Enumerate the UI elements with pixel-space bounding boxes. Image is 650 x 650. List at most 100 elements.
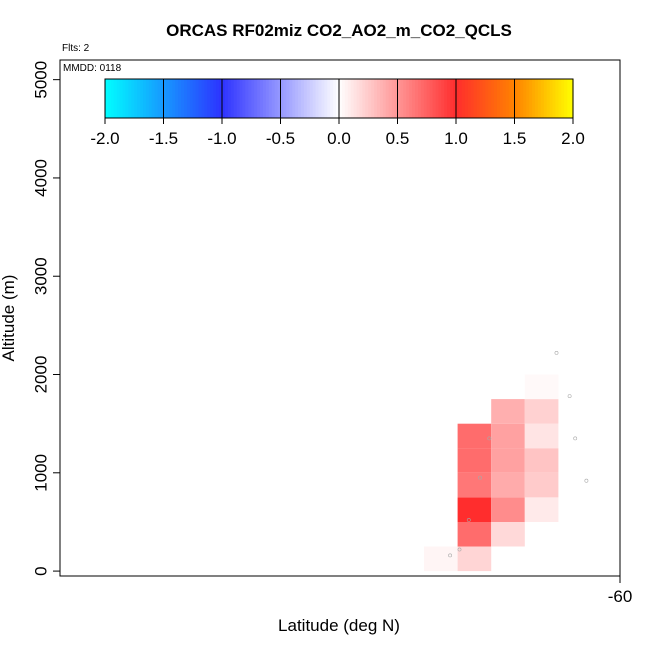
colorbar-swatch-72 — [315, 79, 320, 118]
heatmap-cell-12 — [491, 399, 525, 424]
heatmap-cell-9 — [491, 472, 525, 498]
colorbar-swatch-14 — [145, 79, 150, 118]
x-tick-label-0: -60 — [608, 587, 633, 606]
colorbar-swatch-116 — [444, 79, 448, 118]
x-axis-label: Latitude (deg N) — [278, 616, 400, 635]
colorbar-swatch-67 — [300, 79, 305, 118]
colorbar-swatch-58 — [274, 79, 279, 118]
colorbar-swatch-148 — [537, 79, 542, 118]
colorbar-swatch-115 — [441, 79, 445, 118]
colorbar-swatch-63 — [289, 79, 293, 118]
colorbar-swatch-6 — [122, 79, 127, 118]
colorbar-swatch-92 — [374, 79, 378, 118]
colorbar-swatch-134 — [496, 79, 501, 118]
colorbar-swatch-150 — [543, 79, 548, 118]
colorbar-gradient — [104, 78, 574, 119]
colorbar-swatch-4 — [116, 79, 121, 118]
colorbar-swatch-30 — [192, 79, 197, 118]
heatmap-cell-0 — [424, 546, 458, 572]
colorbar-tick-label-6: 1.0 — [444, 129, 468, 148]
colorbar-swatch-20 — [163, 79, 168, 118]
colorbar-swatch-109 — [423, 79, 428, 118]
colorbar-swatch-59 — [277, 79, 282, 118]
colorbar-swatch-60 — [280, 79, 285, 118]
colorbar-swatch-82 — [344, 79, 349, 118]
heatmap-cell-7 — [491, 521, 525, 547]
colorbar-swatch-17 — [154, 79, 159, 118]
colorbar-swatch-81 — [341, 79, 346, 118]
sample-point-5 — [554, 350, 559, 355]
colorbar: -2.0 -1.5 -1.0 -0.5 0.0 0.5 1.0 1.5 2.0 — [90, 78, 585, 148]
colorbar-swatch-70 — [309, 79, 314, 118]
sample-point-0 — [448, 553, 453, 558]
colorbar-swatch-139 — [511, 79, 516, 118]
colorbar-swatch-106 — [415, 79, 419, 118]
colorbar-swatch-101 — [400, 79, 404, 118]
colorbar-swatch-48 — [245, 79, 249, 118]
colorbar-swatch-132 — [491, 79, 495, 118]
sample-point-8 — [584, 478, 589, 483]
colorbar-swatch-147 — [534, 79, 539, 118]
colorbar-swatch-34 — [204, 79, 208, 118]
colorbar-swatch-37 — [213, 79, 217, 118]
colorbar-swatch-91 — [371, 79, 375, 118]
colorbar-swatch-36 — [210, 79, 214, 118]
colorbar-swatch-96 — [385, 79, 390, 118]
colorbar-swatch-105 — [412, 79, 416, 118]
colorbar-swatch-8 — [128, 79, 132, 118]
heatmap-cell-1 — [457, 546, 492, 572]
colorbar-swatch-29 — [189, 79, 194, 118]
colorbar-swatch-151 — [546, 79, 551, 118]
date-annotation: MMDD: 0118 — [63, 63, 122, 74]
colorbar-swatch-12 — [140, 79, 144, 118]
colorbar-swatch-107 — [417, 79, 422, 118]
heatmap-cell-17 — [524, 399, 559, 424]
colorbar-swatch-33 — [201, 79, 206, 118]
colorbar-swatch-55 — [265, 79, 270, 118]
colorbar-swatch-9 — [131, 79, 135, 118]
colorbar-swatch-126 — [473, 79, 478, 118]
colorbar-swatch-89 — [365, 79, 369, 118]
colorbar-swatch-113 — [435, 79, 440, 118]
colorbar-swatch-130 — [485, 79, 489, 118]
colorbar-swatch-27 — [183, 79, 188, 118]
y-tick-label-4: 4000 — [32, 159, 51, 197]
heatmap-cell-14 — [524, 472, 559, 498]
colorbar-swatch-79 — [336, 79, 340, 118]
colorbar-swatch-74 — [321, 79, 325, 118]
colorbar-swatch-100 — [397, 79, 402, 118]
colorbar-swatch-50 — [251, 79, 255, 118]
colorbar-swatch-159 — [570, 79, 574, 118]
colorbar-swatch-23 — [172, 79, 176, 118]
colorbar-swatch-153 — [552, 79, 557, 118]
colorbar-swatch-75 — [324, 79, 328, 118]
colorbar-tick-label-4: 0.0 — [327, 129, 351, 148]
colorbar-swatch-93 — [377, 79, 381, 118]
colorbar-swatch-157 — [564, 79, 568, 118]
y-tick-label-0: 0 — [31, 566, 50, 575]
colorbar-swatch-19 — [160, 79, 165, 118]
colorbar-swatch-87 — [359, 79, 363, 118]
colorbar-swatch-0 — [105, 79, 109, 118]
colorbar-swatch-123 — [464, 79, 469, 118]
colorbar-swatch-84 — [350, 79, 355, 118]
colorbar-swatch-43 — [230, 79, 235, 118]
colorbar-swatch-83 — [347, 79, 352, 118]
colorbar-swatch-26 — [181, 79, 185, 118]
colorbar-tick-label-0: -2.0 — [90, 129, 119, 148]
colorbar-swatch-46 — [239, 79, 244, 118]
colorbar-swatch-114 — [438, 79, 442, 118]
colorbar-swatch-2 — [110, 79, 115, 118]
colorbar-swatch-90 — [368, 79, 372, 118]
colorbar-swatch-137 — [505, 79, 510, 118]
colorbar-swatch-136 — [502, 79, 507, 118]
heatmap-cell-3 — [457, 497, 492, 522]
colorbar-swatch-77 — [330, 79, 334, 118]
x-axis: -60 — [608, 576, 633, 606]
colorbar-swatch-145 — [529, 79, 533, 118]
colorbar-swatch-131 — [488, 79, 492, 118]
colorbar-swatch-108 — [420, 79, 425, 118]
colorbar-swatch-10 — [134, 79, 138, 118]
colorbar-tick-label-2: -1.0 — [207, 129, 236, 148]
y-tick-label-5: 5000 — [31, 61, 50, 99]
